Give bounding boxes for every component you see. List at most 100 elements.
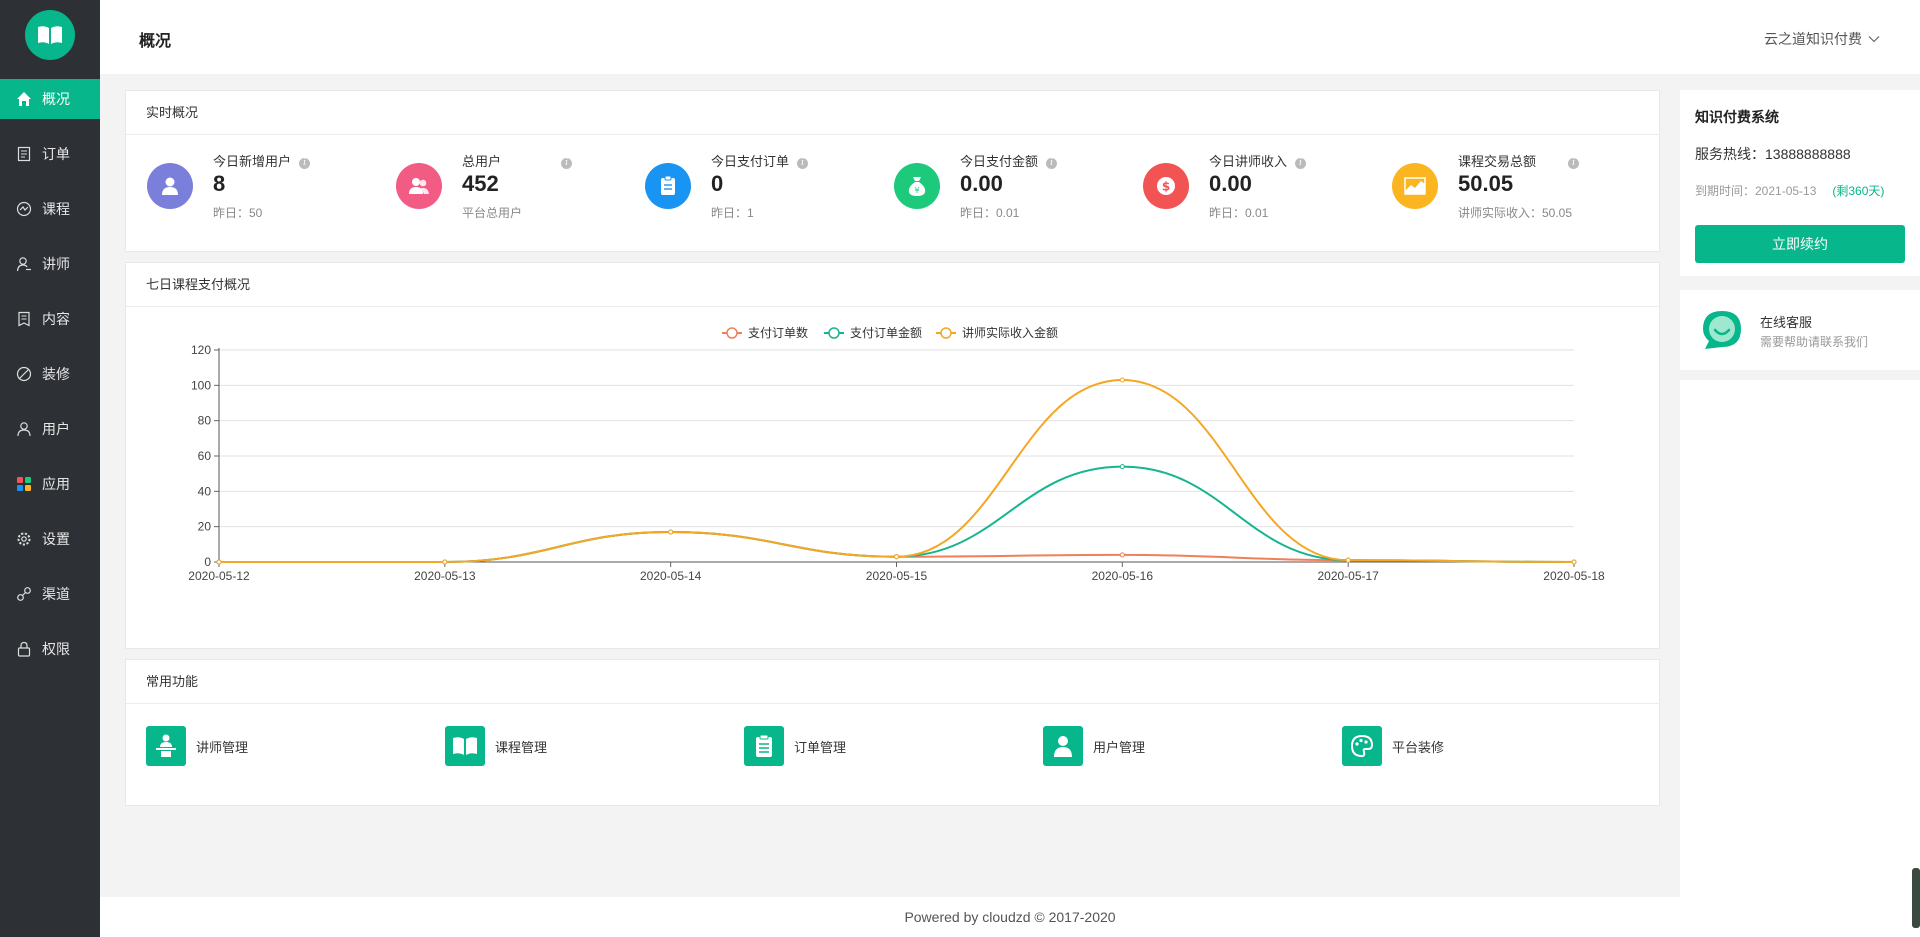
legend-marker: [726, 327, 738, 339]
sidebar-item-decorate[interactable]: 装修: [0, 354, 100, 394]
y-tick-label: 60: [198, 449, 212, 463]
stat-today-orders: 今日支付订单 i 0 昨日：1: [624, 151, 864, 221]
stat-sub: 昨日：0.01: [1209, 206, 1269, 220]
info-icon[interactable]: i: [1568, 158, 1580, 169]
right-column-blank: [1680, 380, 1920, 897]
data-point[interactable]: [1119, 552, 1125, 558]
content-icon: [15, 310, 33, 328]
stat-label: 今日支付金额: [960, 154, 1039, 169]
sidebar-item-users[interactable]: 用户: [0, 409, 100, 449]
lock-icon: [15, 640, 33, 658]
sidebar-item-orders[interactable]: 订单: [0, 134, 100, 174]
sidebar-item-apps[interactable]: 应用: [0, 464, 100, 504]
channel-icon: [15, 585, 33, 603]
realtime-panel: 实时概况 今日新增用户 i 8 昨日：50 总用户 i 452 平台总用户 今日支付…: [125, 90, 1660, 252]
func-label: 订单管理: [794, 739, 847, 755]
shop-switcher[interactable]: 云之道知识付费: [1764, 29, 1880, 49]
teacher-icon: [15, 255, 33, 273]
stat-value: 452: [462, 171, 499, 196]
info-icon[interactable]: i: [561, 158, 573, 169]
data-point[interactable]: [1345, 557, 1351, 563]
stat-label: 课程交易总额: [1458, 154, 1537, 169]
user-stat-icon: [147, 163, 193, 209]
legend-item[interactable]: 讲师实际收入金额: [936, 325, 1058, 340]
legend-label: 讲师实际收入金额: [962, 325, 1058, 340]
stat-teacher-income: $ 今日讲师收入 i 0.00 昨日：0.01: [1122, 151, 1362, 221]
sidebar-item-label: 设置: [42, 531, 70, 547]
legend-item[interactable]: 支付订单数: [722, 325, 808, 340]
y-tick-label: 100: [191, 378, 211, 392]
data-point[interactable]: [1119, 377, 1125, 383]
sidebar-item-label: 课程: [42, 201, 70, 217]
sidebar-item-content[interactable]: 内容: [0, 299, 100, 339]
stat-total-users: 总用户 i 452 平台总用户: [375, 151, 615, 221]
svg-text:$: $: [1162, 180, 1170, 194]
clipboard-stat-icon: [645, 163, 691, 209]
func-teacher-manage[interactable]: 讲师管理: [146, 726, 248, 766]
chat-bubble-icon: [1703, 311, 1741, 349]
stat-total-transactions: 课程交易总额 i 50.05 讲师实际收入：50.05: [1371, 151, 1611, 221]
func-course-manage[interactable]: 课程管理: [445, 726, 547, 766]
sidebar-item-label: 装修: [42, 366, 70, 382]
stat-label: 今日支付订单: [711, 154, 790, 169]
stat-label: 今日讲师收入: [1209, 154, 1288, 169]
sidebar-item-permissions[interactable]: 权限: [0, 629, 100, 669]
sidebar-item-label: 权限: [42, 641, 70, 657]
data-point[interactable]: [1119, 464, 1125, 470]
page-title: 概况: [139, 33, 172, 50]
stat-label: 总用户: [462, 154, 502, 169]
decorate-icon: [15, 365, 33, 383]
stat-value: 8: [213, 171, 226, 196]
apps-icon: [15, 475, 33, 493]
func-platform-decorate[interactable]: 平台装修: [1342, 726, 1444, 766]
scrollbar-handle[interactable]: [1912, 868, 1920, 928]
sidebar-item-channels[interactable]: 渠道: [0, 574, 100, 614]
x-tick-label: 2020-05-14: [640, 569, 702, 583]
shop-name: 云之道知识付费: [1764, 31, 1862, 47]
data-point[interactable]: [442, 559, 448, 565]
stat-today-amount: ¥ 今日支付金额 i 0.00 昨日：0.01: [873, 151, 1113, 221]
sidebar-item-courses[interactable]: 课程: [0, 189, 100, 229]
stat-sub: 讲师实际收入：50.05: [1458, 206, 1573, 220]
svg-text:¥: ¥: [914, 186, 919, 195]
data-point[interactable]: [216, 559, 222, 565]
user-manage-icon: [1043, 726, 1083, 766]
info-icon[interactable]: i: [1295, 158, 1307, 169]
info-icon[interactable]: i: [299, 158, 311, 169]
coin-icon: $: [1143, 163, 1189, 209]
data-point[interactable]: [668, 529, 674, 535]
x-tick-label: 2020-05-16: [1092, 569, 1154, 583]
func-label: 平台装修: [1392, 739, 1445, 755]
trend-chart-icon: [1392, 163, 1438, 209]
sidebar-item-teachers[interactable]: 讲师: [0, 244, 100, 284]
legend-item[interactable]: 支付订单金额: [824, 325, 922, 340]
expire-date: 到期时间：2021-05-13: [1695, 184, 1817, 198]
sidebar-item-overview[interactable]: 概况: [0, 79, 100, 119]
stat-sub: 昨日：0.01: [960, 206, 1020, 220]
data-point[interactable]: [894, 554, 899, 560]
chart-panel: 七日课程支付概况 0 20 40 60 80 100 120 2020-05-12 2020-0…: [125, 262, 1660, 649]
renew-button[interactable]: 立即续约: [1695, 225, 1905, 263]
stat-value: 0.00: [960, 171, 1003, 196]
y-tick-label: 80: [198, 414, 212, 428]
y-tick-label: 20: [198, 520, 212, 534]
book-logo-icon: [38, 26, 62, 44]
func-label: 讲师管理: [196, 739, 249, 755]
sidebar-item-label: 应用: [42, 476, 70, 492]
func-order-manage[interactable]: 订单管理: [744, 726, 846, 766]
info-icon[interactable]: i: [1046, 158, 1058, 169]
online-service-card[interactable]: 在线客服 需要帮助请联系我们: [1680, 290, 1920, 370]
home-icon: [15, 90, 33, 108]
info-icon[interactable]: i: [797, 158, 809, 169]
sidebar-item-label: 概况: [42, 91, 70, 107]
sidebar-item-settings[interactable]: 设置: [0, 519, 100, 559]
x-tick-label: 2020-05-15: [866, 569, 928, 583]
x-tick-label: 2020-05-18: [1543, 569, 1605, 583]
gear-icon: [15, 530, 33, 548]
logo[interactable]: [25, 10, 75, 60]
order-icon: [15, 145, 33, 163]
data-point[interactable]: [1571, 559, 1577, 565]
stat-value: 0: [711, 171, 724, 196]
func-user-manage[interactable]: 用户管理: [1043, 726, 1145, 766]
series-line: [219, 379, 1575, 563]
